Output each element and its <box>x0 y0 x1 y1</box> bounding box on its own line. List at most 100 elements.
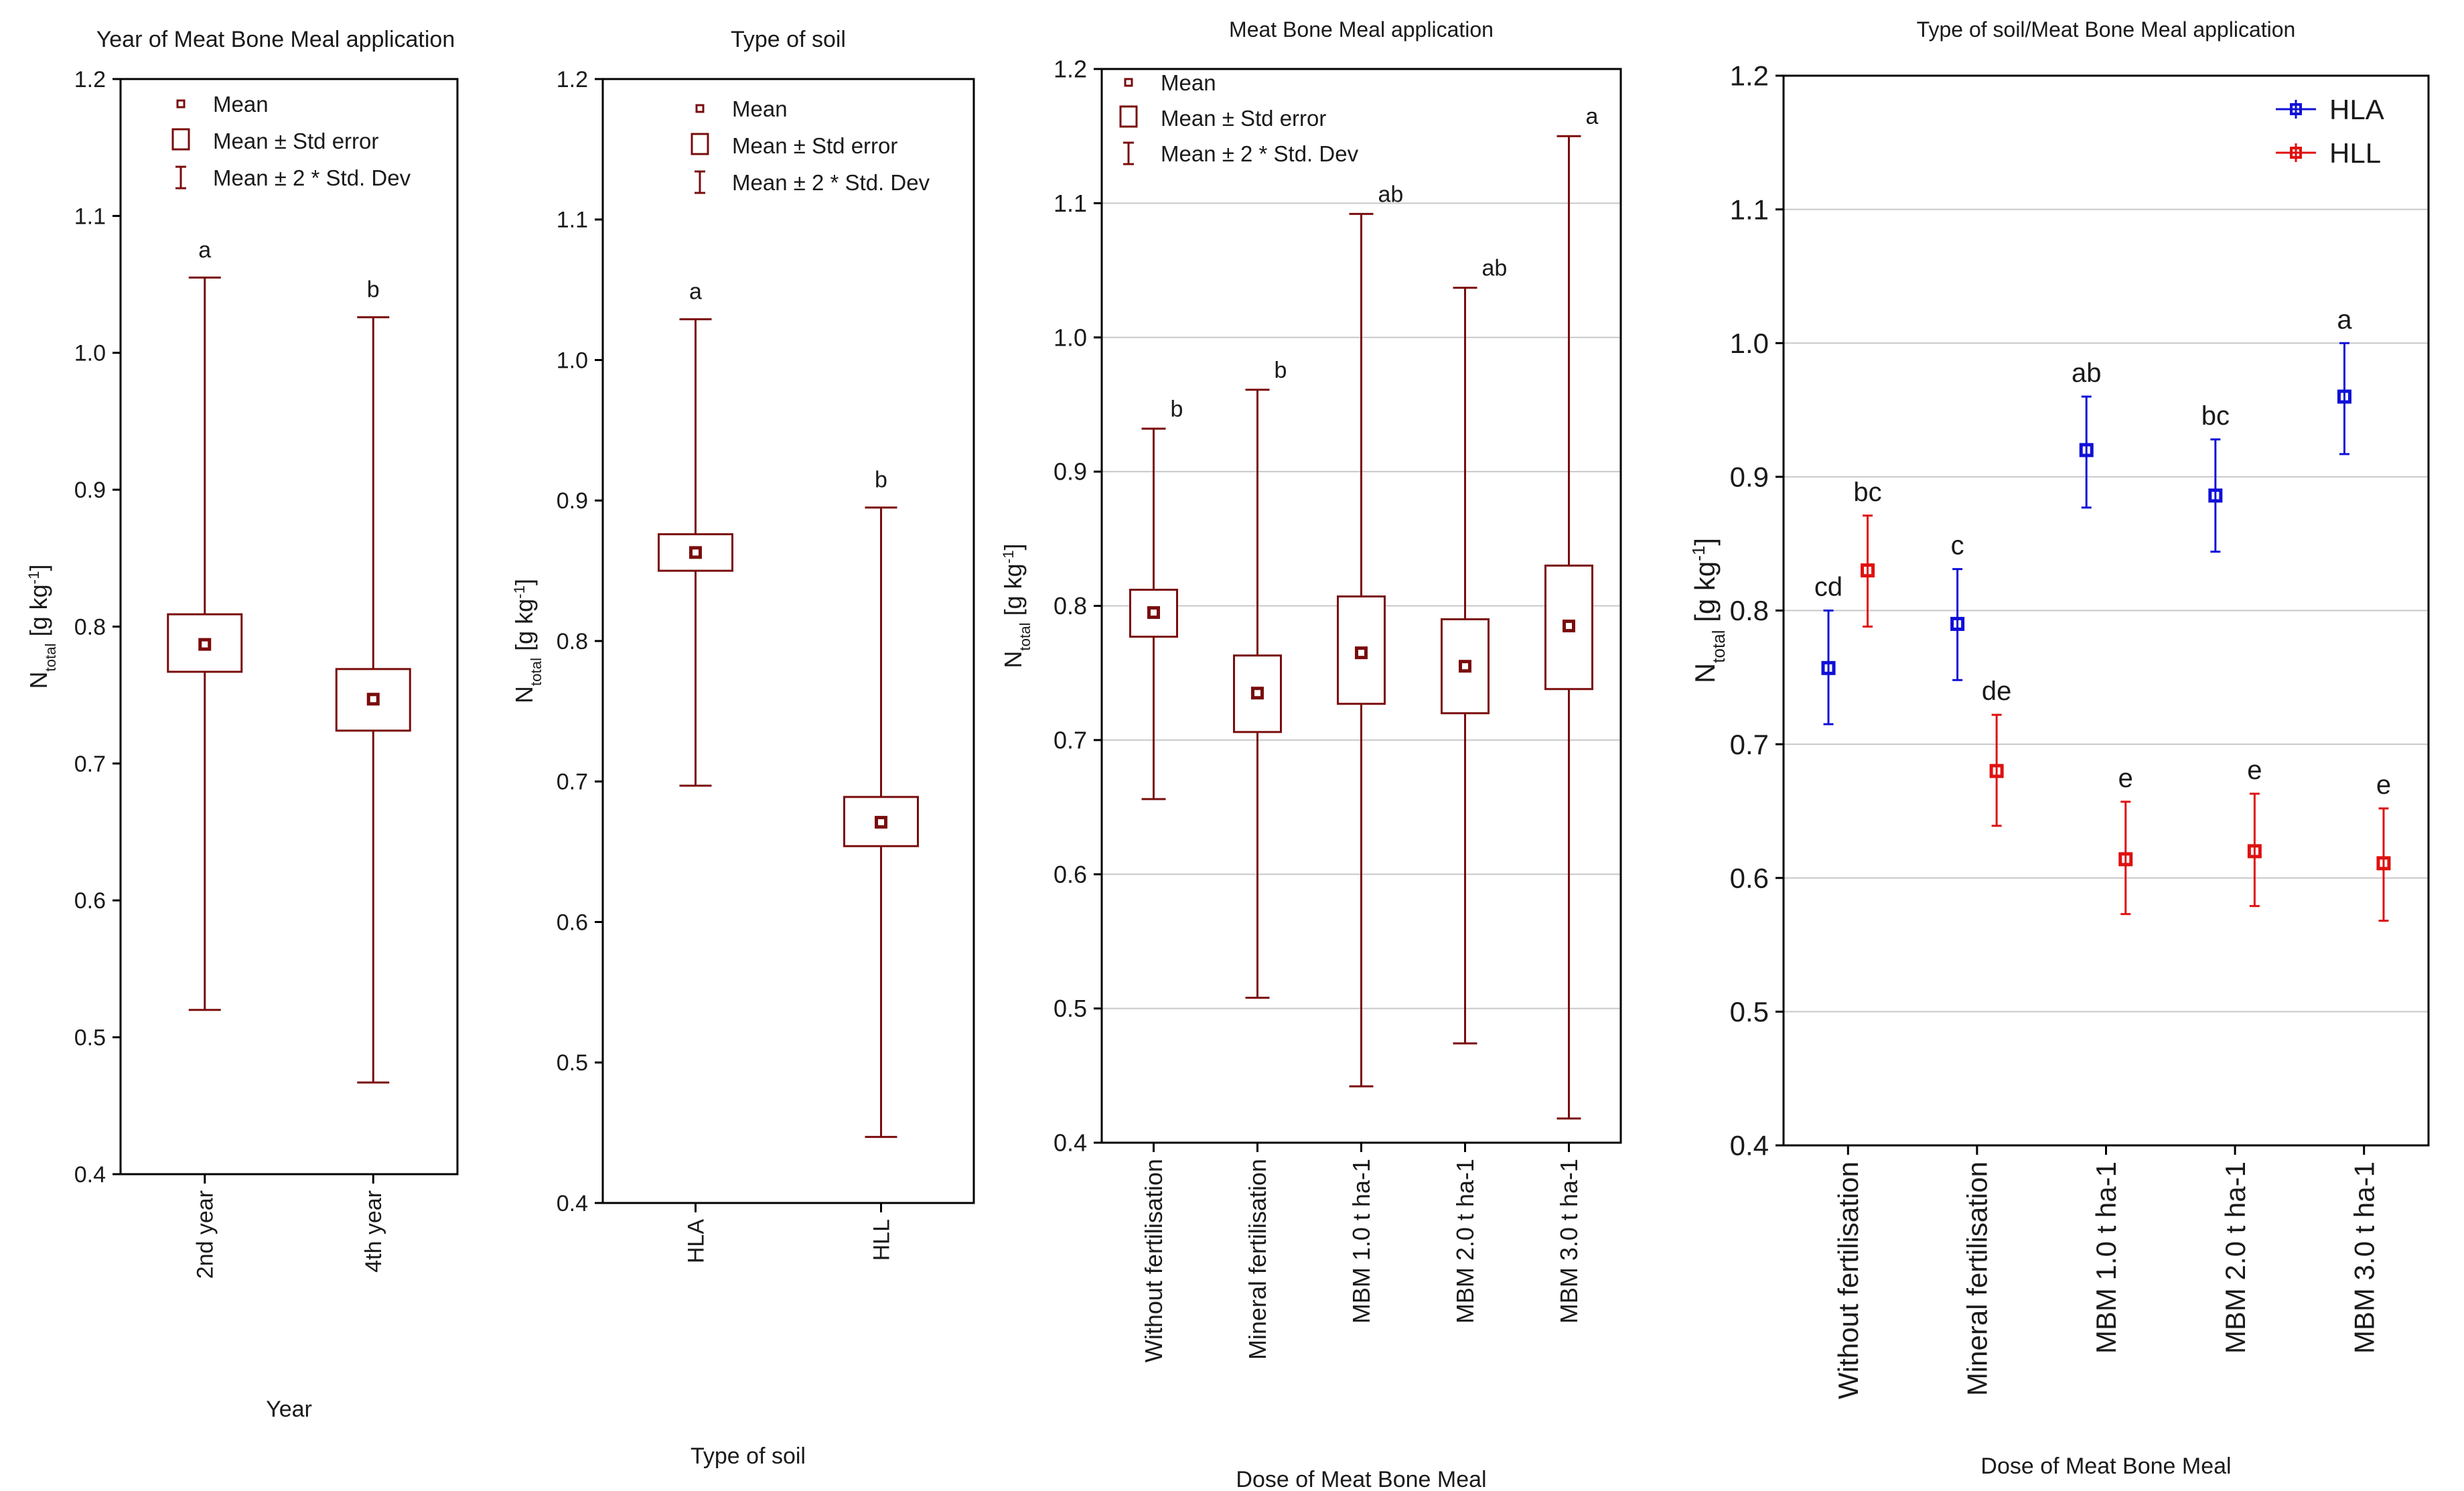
y-tick-label: 1.2 <box>557 67 588 92</box>
y-tick-label: 0.5 <box>1730 996 1769 1027</box>
y-tick-label: 0.6 <box>1054 861 1087 888</box>
y-tick-label: 0.9 <box>74 478 106 503</box>
y-tick-label: 0.6 <box>557 910 588 935</box>
std-error-box <box>167 613 243 673</box>
significance-letter: a <box>1586 104 1599 129</box>
x-axis-title: Type of soil <box>691 1443 806 1469</box>
x-tick-label: 4th year <box>361 1190 386 1273</box>
legend: Mean Mean ± Std error Mean ± 2 * Std. Dev <box>691 96 930 195</box>
y-tick-label: 1.0 <box>1054 324 1087 351</box>
series-hll: bc de e e e <box>1853 478 2391 922</box>
legend-mean-swatch <box>695 104 705 113</box>
legend-marker <box>2290 147 2302 159</box>
data-point <box>1821 660 1836 675</box>
y-tick-label: 0.7 <box>557 770 588 795</box>
significance-letter: a <box>689 279 702 305</box>
y-tick-label: 0.6 <box>74 888 106 914</box>
std-error-box <box>1233 654 1282 733</box>
legend-label: Mean ± Std error <box>213 129 378 153</box>
significance-letter: e <box>2247 756 2262 785</box>
significance-letter: b <box>875 468 887 493</box>
mean-marker <box>1251 687 1264 700</box>
y-tick-label: 1.1 <box>74 204 106 229</box>
y-tick-label: 0.4 <box>74 1162 106 1188</box>
y-axis-label: Ntotal [g kg-1] <box>999 543 1033 668</box>
legend-stderr-swatch <box>691 133 709 155</box>
x-tick-label: HLL <box>869 1219 894 1261</box>
mean-marker <box>689 546 702 559</box>
std-error-box <box>1129 588 1178 638</box>
y-tick-label: 0.6 <box>1730 862 1769 894</box>
data-point <box>2376 856 2391 871</box>
y-tick-label: 1.1 <box>557 208 588 233</box>
y-tick-label: 0.9 <box>1730 462 1769 493</box>
y-tick-label: 1.2 <box>74 67 106 92</box>
y-tick-label: 1.1 <box>1730 194 1769 225</box>
y-tick-label: 1.0 <box>74 341 106 366</box>
y-tick-label: 0.7 <box>74 752 106 777</box>
x-axis-title: Dose of Meat Bone Meal <box>1236 1467 1486 1491</box>
x-tick-label: MBM 1.0 t ha-1 <box>1348 1159 1375 1324</box>
y-tick-label: 0.8 <box>1054 592 1087 620</box>
chart-panel-2: 0.4 0.5 0.6 0.7 0.8 0.9 1.0 1.1 1.2 HLA HLL Type of… <box>510 27 975 1469</box>
y-axis-label: Ntotal [g kg-1] <box>510 579 545 703</box>
std-error-box <box>1544 564 1593 691</box>
data-point <box>2079 443 2094 457</box>
data-point <box>1989 764 2004 778</box>
data-point <box>2208 488 2223 503</box>
significance-letter: cd <box>1814 573 1842 602</box>
y-tick-label: 1.1 <box>1054 190 1087 217</box>
y-tick-label: 1.0 <box>557 348 588 373</box>
legend-label: Mean ± Std error <box>732 133 897 158</box>
series-hla: cd c ab bc a <box>1814 305 2352 725</box>
mean-marker <box>198 638 212 651</box>
legend-label: Mean ± 2 * Std. Dev <box>732 170 930 195</box>
significance-letter: bc <box>1853 478 1881 507</box>
y-tick-label: 1.0 <box>1730 328 1769 359</box>
std-error-box <box>335 668 411 732</box>
x-tick-label: MBM 2.0 t ha-1 <box>1451 1159 1479 1324</box>
legend: Mean Mean ± Std error Mean ± 2 * Std. Dev <box>171 92 411 190</box>
significance-letter: a <box>198 237 211 263</box>
y-tick-label: 0.8 <box>1730 595 1769 626</box>
legend-mean-swatch <box>176 99 186 109</box>
x-tick-label: Mineral fertilisation <box>1962 1161 1993 1396</box>
significance-letter: ab <box>1482 256 1508 281</box>
plot-area-frame <box>601 78 975 1204</box>
y-tick-label: 1.2 <box>1730 60 1769 92</box>
x-tick-label: MBM 1.0 t ha-1 <box>2090 1161 2122 1354</box>
significance-letter: e <box>2118 764 2133 793</box>
legend-label: Mean <box>213 92 269 117</box>
std-error-box <box>1337 595 1386 705</box>
significance-letter: bc <box>2201 401 2230 431</box>
significance-letter: de <box>1982 677 2012 706</box>
legend-label: Mean ± 2 * Std. Dev <box>213 165 411 190</box>
legend: HLA HLL <box>2276 94 2384 169</box>
mean-marker <box>1147 606 1160 620</box>
y-tick-label: 0.7 <box>1730 729 1769 760</box>
chart-panel-1: 0.4 0.5 0.6 0.7 0.8 0.9 1.0 1.1 1.2 2nd year 4th y… <box>25 27 459 1422</box>
legend-label: Mean <box>1161 70 1216 95</box>
y-tick-label: 0.8 <box>74 614 106 640</box>
std-error-box <box>658 533 733 572</box>
x-tick-label: Mineral fertilisation <box>1244 1159 1271 1360</box>
y-tick-label: 0.8 <box>557 629 588 654</box>
mean-marker <box>1563 620 1575 633</box>
legend-stderr-swatch <box>1119 105 1138 128</box>
x-tick-label: MBM 3.0 t ha-1 <box>1555 1159 1583 1324</box>
std-error-box <box>843 796 919 847</box>
x-tick-label: Without fertilisation <box>1140 1159 1167 1362</box>
x-tick-label: Without fertilisation <box>1832 1161 1864 1399</box>
y-tick-label: 0.4 <box>1054 1129 1087 1157</box>
legend: Mean Mean ± Std error Mean ± 2 * Std. Dev <box>1119 70 1359 166</box>
chart-title: Type of soil <box>731 27 846 52</box>
mean-marker <box>366 693 380 706</box>
significance-letter: b <box>1275 358 1287 383</box>
legend-label: HLL <box>2329 137 2381 169</box>
y-tick-label: 0.9 <box>557 488 588 514</box>
y-tick-label: 0.4 <box>557 1191 588 1216</box>
y-tick-label: 0.9 <box>1054 458 1087 486</box>
y-tick-label: 0.5 <box>74 1025 106 1051</box>
significance-letter: ab <box>2072 358 2102 388</box>
legend-label: Mean ± 2 * Std. Dev <box>1161 141 1359 166</box>
